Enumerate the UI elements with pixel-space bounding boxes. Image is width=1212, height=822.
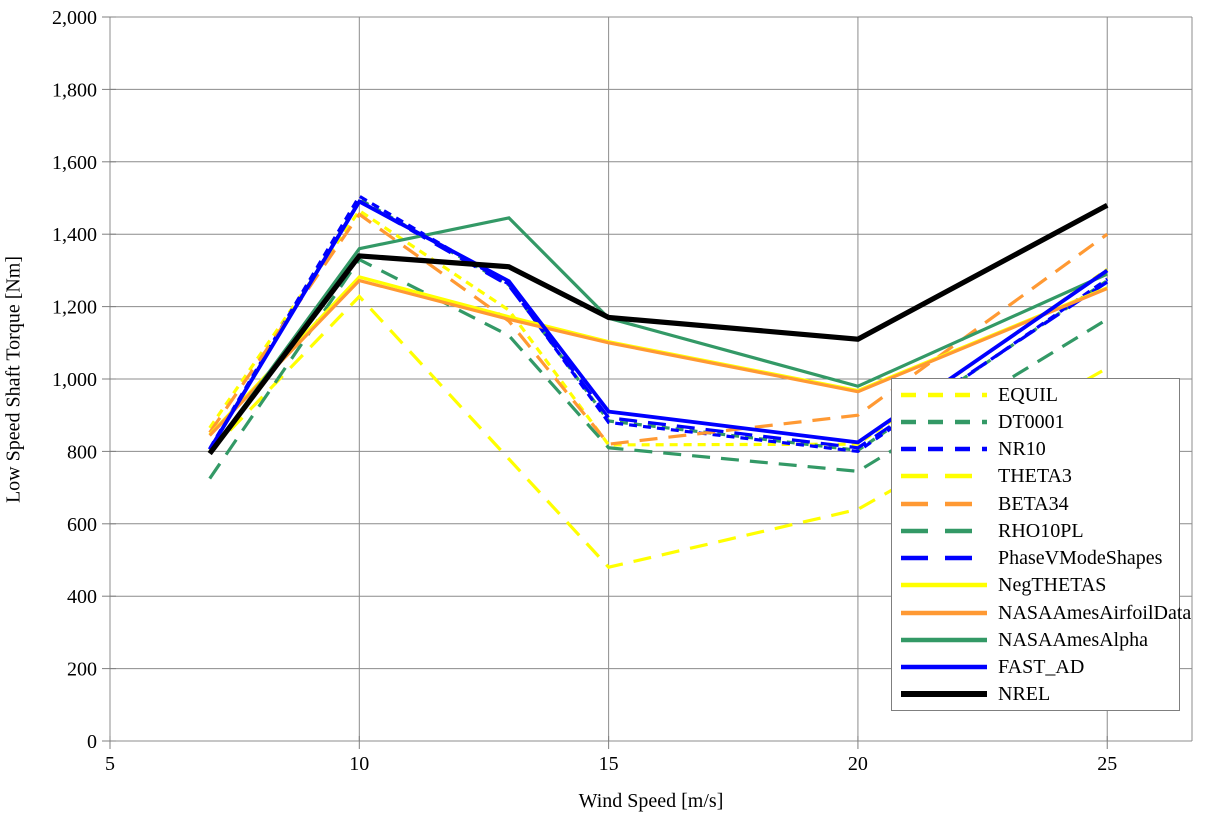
series-line-NASAAmesAlpha	[208, 216, 1108, 455]
legend-swatch-NegTHETAS	[901, 583, 987, 588]
legend-label: THETA3	[998, 465, 1072, 488]
legend-label: FAST_AD	[998, 656, 1085, 679]
legend-label: NREL	[998, 683, 1051, 706]
x-tick-label: 5	[105, 753, 115, 775]
y-tick-label: 200	[67, 659, 97, 681]
legend-label: NegTHETAS	[998, 574, 1107, 597]
legend-row: NegTHETAS	[900, 572, 1179, 598]
legend-label: NASAAmesAirfoilData	[998, 601, 1192, 624]
legend-row: EQUIL	[900, 382, 1179, 408]
legend-label: NASAAmesAlpha	[998, 628, 1148, 651]
legend-swatch-EQUIL	[901, 392, 987, 397]
y-tick-label: 2,000	[52, 7, 97, 29]
legend-swatch-NR10	[901, 446, 987, 452]
legend-row: NREL	[900, 681, 1179, 707]
y-tick-label: 1,400	[52, 224, 97, 246]
legend-swatch-NASAAmesAlpha	[901, 637, 987, 643]
legend-swatch-BETA34	[901, 501, 987, 506]
legend-row: FAST_AD	[900, 654, 1179, 680]
y-axis-title: Low Speed Shaft Torque [Nm]	[2, 255, 25, 504]
x-tick-label: 15	[599, 753, 619, 775]
legend-label: DT0001	[998, 410, 1065, 433]
y-tick-label: 1,000	[52, 369, 97, 391]
legend-swatch-THETA3	[901, 474, 987, 479]
legend-row: BETA34	[900, 491, 1179, 517]
x-axis-title: Wind Speed [m/s]	[578, 790, 724, 812]
y-tick-label: 800	[67, 441, 97, 463]
legend-swatch-NREL	[901, 691, 987, 698]
legend-row: NASAAmesAlpha	[900, 627, 1179, 653]
legend-row: PhaseVModeShapes	[900, 545, 1179, 571]
legend-row: THETA3	[900, 463, 1179, 489]
legend-swatch-RHO10PL	[901, 528, 987, 534]
legend-swatch-NASAAmesAirfoilData	[901, 610, 987, 615]
legend-label: EQUIL	[998, 383, 1058, 406]
legend-row: RHO10PL	[900, 518, 1179, 544]
y-tick-label: 400	[67, 586, 97, 608]
legend-swatch-FAST_AD	[901, 664, 987, 670]
legend-swatch-DT0001	[901, 419, 987, 425]
series-line-NREL	[207, 202, 1109, 456]
x-tick-label: 10	[349, 753, 369, 775]
legend-swatch-PhaseVModeShapes	[901, 555, 987, 561]
legend: EQUIL DT0001 NR10 THETA3 BETA34 RHO10PL PhaseV…	[891, 378, 1191, 711]
series-line-NASAAmesAirfoilData	[208, 278, 1108, 437]
legend-row: DT0001	[900, 409, 1179, 435]
x-tick-label: 20	[848, 753, 868, 775]
y-tick-label: 1,200	[52, 297, 97, 319]
legend-label: RHO10PL	[998, 519, 1084, 542]
legend-label: BETA34	[998, 492, 1069, 515]
legend-label: NR10	[998, 438, 1046, 461]
y-tick-label: 1,800	[52, 79, 97, 101]
legend-label: PhaseVModeShapes	[998, 547, 1163, 570]
legend-row: NASAAmesAirfoilData	[900, 600, 1191, 626]
y-tick-label: 600	[67, 514, 97, 536]
y-tick-label: 0	[87, 731, 97, 753]
y-tick-label: 1,600	[52, 152, 97, 174]
x-tick-label: 25	[1097, 753, 1117, 775]
legend-row: NR10	[900, 436, 1179, 462]
